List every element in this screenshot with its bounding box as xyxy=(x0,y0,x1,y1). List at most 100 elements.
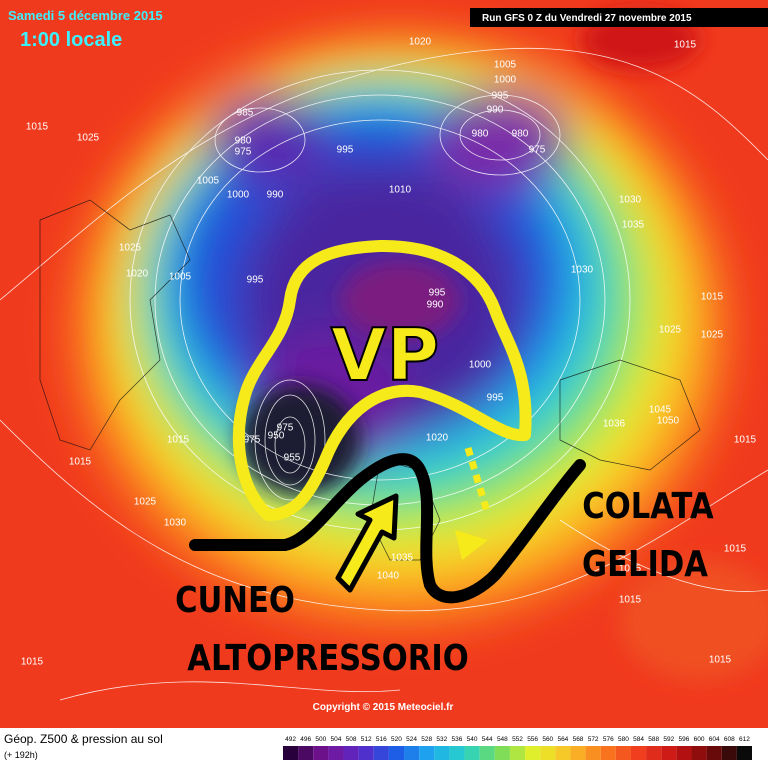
isobar-label: 990 xyxy=(267,190,284,201)
scale-swatch xyxy=(676,746,692,760)
isobar-label: 1045 xyxy=(649,405,672,416)
scale-swatch xyxy=(328,746,344,760)
isobar-label: 1025 xyxy=(134,497,157,508)
scale-label: 496 xyxy=(300,736,311,743)
isobar-label: 1025 xyxy=(119,243,142,254)
ridge-arrow xyxy=(335,493,399,593)
scale-label: 600 xyxy=(694,736,705,743)
isobar-label: 980 xyxy=(472,129,489,140)
isobar-label: 1015 xyxy=(701,292,724,303)
scale-swatch xyxy=(525,746,541,760)
color-scale: 492 496 500 504 508 512 516 520 524 528 532 536 540 5… xyxy=(283,736,752,760)
scale-swatch xyxy=(615,746,631,760)
scale-label: 512 xyxy=(361,736,372,743)
scale-label: 500 xyxy=(315,736,326,743)
isobar-label: 1025 xyxy=(701,330,724,341)
wedge-label-1: CUNEO xyxy=(175,579,295,621)
scale-swatch xyxy=(313,746,329,760)
isobar-label: 1015 xyxy=(734,435,757,446)
isobar-label: 980 xyxy=(235,136,252,147)
isobar-label: 1015 xyxy=(674,40,697,51)
scale-swatch xyxy=(388,746,405,760)
scale-swatch xyxy=(630,746,647,760)
scale-label: 528 xyxy=(421,736,432,743)
scale-label: 560 xyxy=(542,736,553,743)
scale-swatch xyxy=(661,746,677,760)
wedge-label-2: ALTOPRESSORIO xyxy=(187,637,468,679)
run-info: Run GFS 0 Z du Vendredi 27 novembre 2015 xyxy=(482,13,692,24)
scale-swatch xyxy=(555,746,571,760)
scale-swatch xyxy=(343,746,359,760)
isobar-label: 1015 xyxy=(619,595,642,606)
scale-swatch xyxy=(464,746,480,760)
scale-swatch xyxy=(434,746,450,760)
isobar-label: 1000 xyxy=(227,190,250,201)
isobar-label: 1000 xyxy=(494,75,517,86)
isobar-label: 1040 xyxy=(377,571,400,582)
scale-label: 612 xyxy=(739,736,750,743)
isobar-label: 1015 xyxy=(167,435,190,446)
scale-label: 508 xyxy=(346,736,357,743)
isobar-label: 985 xyxy=(237,108,254,119)
footer-subtitle: (+ 192h) xyxy=(4,750,38,760)
cold-label-1: COLATA xyxy=(582,485,714,527)
scale-label: 592 xyxy=(663,736,674,743)
isobar-label: 1010 xyxy=(389,185,412,196)
scale-swatch xyxy=(298,746,314,760)
scale-label: 608 xyxy=(724,736,735,743)
vp-label: VP xyxy=(331,313,440,397)
isobar-label: 1015 xyxy=(619,564,642,575)
isobar-label: 975 xyxy=(277,423,294,434)
isobar-label: 995 xyxy=(429,288,446,299)
isobar-label: 1025 xyxy=(659,325,682,336)
vortex-outline xyxy=(232,239,532,521)
isobar-label: 975 xyxy=(244,435,261,446)
scale-swatch xyxy=(585,746,601,760)
isobar-label: 1025 xyxy=(77,133,100,144)
isobar-label: 1036 xyxy=(603,419,626,430)
scale-label: 552 xyxy=(512,736,523,743)
scale-label: 504 xyxy=(331,736,342,743)
isobar-label: 1030 xyxy=(164,518,187,529)
footer-title: Géop. Z500 & pression au sol xyxy=(4,732,163,746)
isobar-label: 1015 xyxy=(709,655,732,666)
scale-swatch xyxy=(600,746,616,760)
scale-swatch xyxy=(570,746,586,760)
date: Samedi 5 décembre 2015 xyxy=(8,8,163,23)
scale-label: 588 xyxy=(648,736,659,743)
isobar-label: 1035 xyxy=(622,220,645,231)
scale-swatch xyxy=(706,746,722,760)
isobar-label: 990 xyxy=(487,105,504,116)
ridge-line xyxy=(189,453,586,604)
scale-swatch xyxy=(736,746,752,760)
time: 1:00 locale xyxy=(20,29,122,51)
isobar-label: 1005 xyxy=(494,60,517,71)
scale-label: 532 xyxy=(436,736,447,743)
scale-swatch xyxy=(358,746,374,760)
cold-arrowhead xyxy=(455,530,488,560)
run-box xyxy=(470,8,768,27)
isobar-label: 980 xyxy=(512,129,529,140)
scale-swatch xyxy=(494,746,510,760)
scale-label: 544 xyxy=(482,736,493,743)
scale-swatch xyxy=(373,746,389,760)
scale-label: 556 xyxy=(527,736,538,743)
isobar-label: 1015 xyxy=(724,544,747,555)
isobar-label: 995 xyxy=(337,145,354,156)
scale-label: 524 xyxy=(406,736,417,743)
scale-label: 548 xyxy=(497,736,508,743)
scale-label: 576 xyxy=(603,736,614,743)
scale-label: 568 xyxy=(573,736,584,743)
isobar-label: 1030 xyxy=(619,195,642,206)
cold-label-2: GELIDA xyxy=(582,543,708,585)
isobar-label: 995 xyxy=(492,91,509,102)
isobar-label: 995 xyxy=(487,393,504,404)
scale-label: 536 xyxy=(452,736,463,743)
isobar-label: 995 xyxy=(247,275,264,286)
isobar-label: 975 xyxy=(235,147,252,158)
isobar-label: 1005 xyxy=(169,272,192,283)
scale-label: 572 xyxy=(588,736,599,743)
scale-label: 492 xyxy=(285,736,296,743)
isobar-label: 1020 xyxy=(126,269,149,280)
